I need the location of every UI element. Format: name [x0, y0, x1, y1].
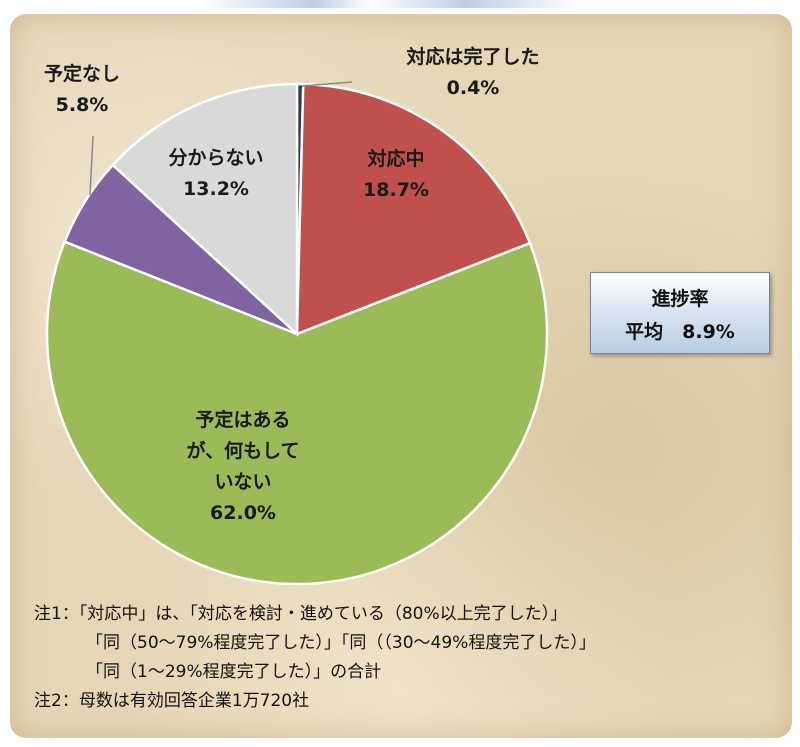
slice-value-label: 13.2% [183, 178, 249, 200]
leader-line [301, 81, 353, 87]
average-box-title: 進捗率 [651, 288, 709, 310]
pie-slice [45, 240, 549, 586]
slice-category-label: 予定なし [44, 62, 120, 85]
slice-category-label: 対応中 [366, 147, 424, 170]
slice-value-label: 62.0% [210, 502, 276, 524]
slice-category-label: 対応は完了した [405, 45, 539, 68]
slice-value-label: 0.4% [447, 77, 500, 99]
pie-slices [45, 82, 549, 586]
note-line: 注2：母数は有効回答企業1万720社 [34, 691, 310, 711]
note-line: 「同（1～29%程度完了した）」の合計 [86, 662, 382, 682]
leader-line [89, 135, 94, 196]
footnotes: 注1：「対応中」は、「対応を検討・進めている（80%以上完了した）」 「同（50… [34, 600, 774, 716]
slice-category-label: いない [214, 471, 271, 493]
note-line: 注1：「対応中」は、「対応を検討・進めている（80%以上完了した）」 [34, 604, 568, 624]
pie-slice [110, 82, 299, 337]
slice-category-label: が、何もして [186, 439, 299, 462]
slice-value-label: 18.7% [363, 179, 429, 201]
slice-category-label: 予定はある [195, 408, 290, 431]
average-progress-box: 進捗率 平均 8.9% [590, 272, 770, 354]
leader-lines [89, 81, 353, 196]
note-line: 「同（50～79%程度完了した）」「同（（30～49%程度完了した）」 [86, 633, 596, 653]
slice-category-label: 分からない [168, 147, 263, 169]
average-box-value: 平均 8.9% [625, 321, 735, 343]
top-title-fragment [200, 0, 580, 8]
pie-slice [295, 82, 532, 336]
slice-value-label: 5.8% [56, 94, 109, 116]
